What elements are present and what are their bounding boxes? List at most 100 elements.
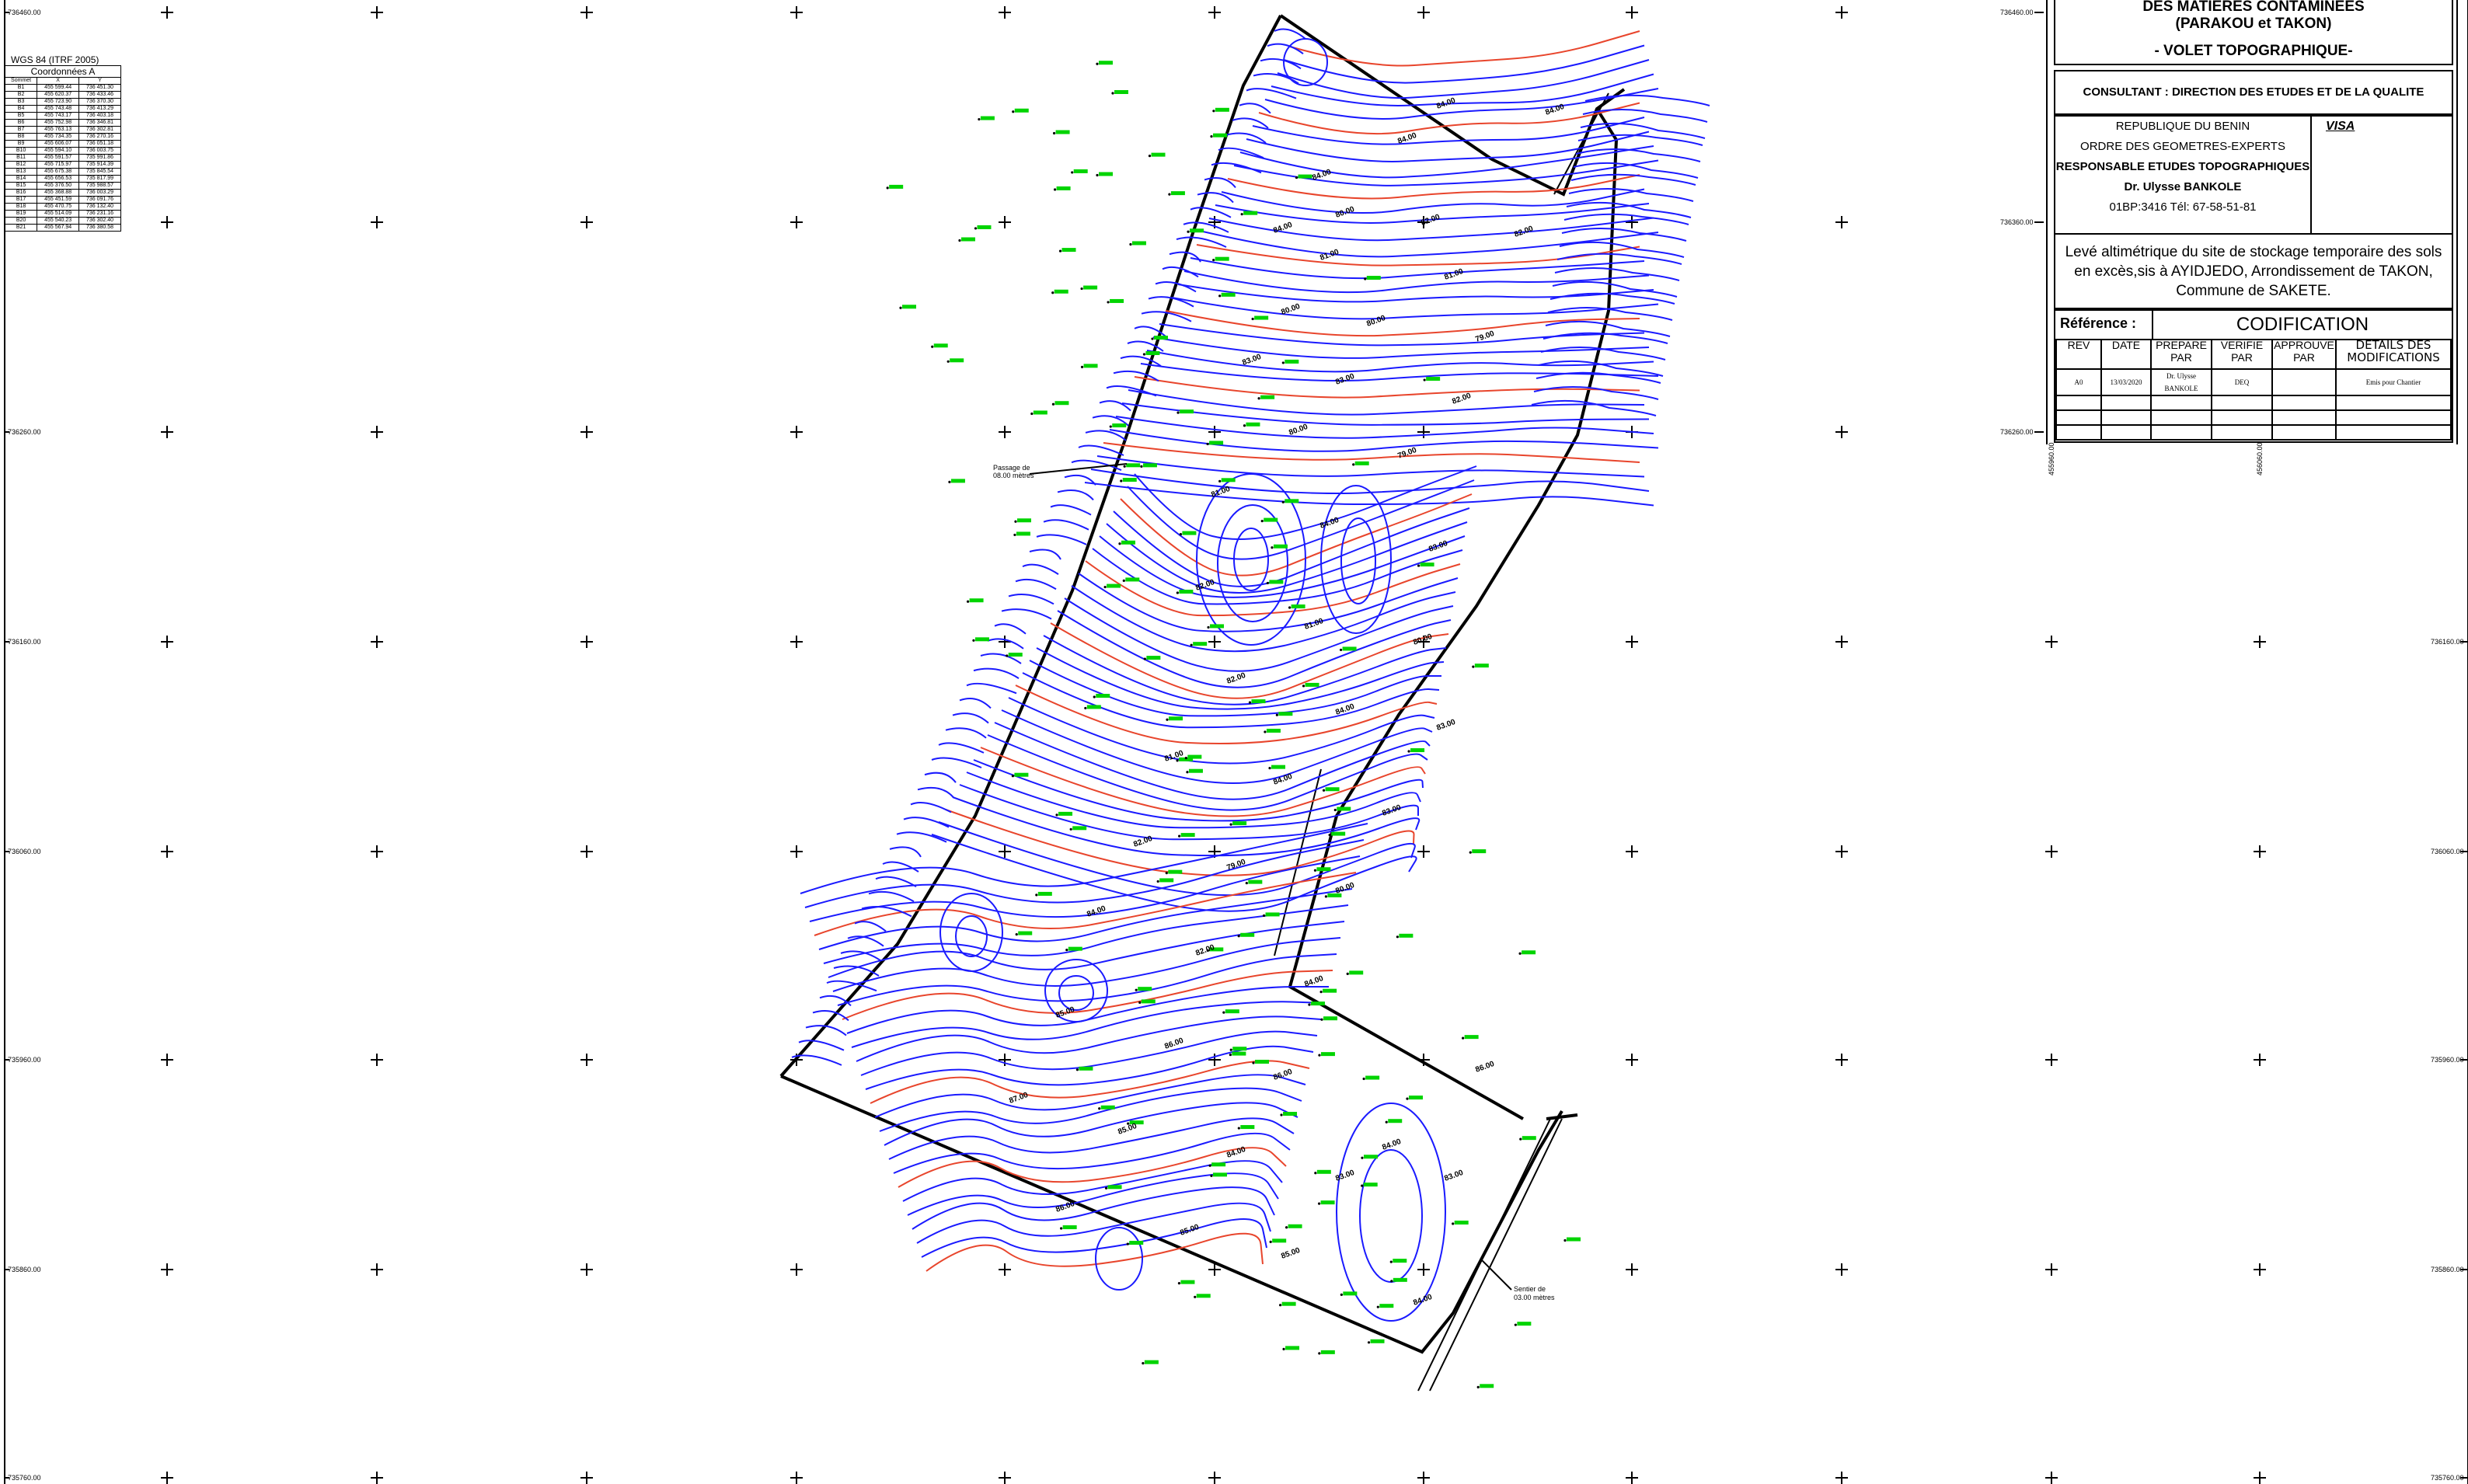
contour-line [1258, 102, 1640, 135]
survey-point [1184, 754, 1202, 760]
grid-cross [999, 636, 1011, 648]
left-tick-label: 735860.00 [8, 1266, 41, 1273]
grid-cross [1626, 1472, 1638, 1484]
grid-cross [2254, 1263, 2266, 1276]
coordinate-cell: 455 675.38 [37, 168, 80, 176]
coordinate-cell: B18 [4, 203, 38, 211]
contour-line [1120, 493, 1473, 577]
contour-line [952, 796, 1420, 857]
coordinate-cell: 455 620.37 [37, 91, 80, 99]
contour-line [1271, 73, 1654, 106]
contour-line [879, 1087, 1302, 1132]
coordinate-cell: 455 470.75 [37, 203, 80, 211]
survey-point [1140, 463, 1157, 468]
coordinate-cell: B3 [4, 98, 38, 106]
contour-set [791, 28, 1710, 1272]
coordinate-cell: B1 [4, 84, 38, 92]
coordinate-cell: B21 [4, 224, 38, 232]
contour-line [1542, 332, 1668, 344]
coordinate-cell: B9 [4, 140, 38, 148]
contour-line [1106, 385, 1157, 397]
survey-point [1264, 728, 1281, 733]
coordinate-row: B14 455 656.53 735 817.99 [4, 175, 121, 183]
contour-line [1561, 228, 1687, 242]
coordinate-cell: B20 [4, 217, 38, 225]
grid-cross [999, 216, 1011, 228]
grid-cross [371, 1054, 383, 1066]
survey-point [1120, 478, 1137, 482]
contour-line [973, 667, 1020, 679]
contour-line [987, 638, 1024, 650]
contour-line [1146, 350, 1654, 373]
survey-point [1143, 656, 1161, 660]
contour-line [819, 995, 852, 1006]
contour-line [851, 1001, 1326, 1048]
contour-line [889, 846, 922, 858]
contour-line [959, 698, 992, 709]
passage-label-2: 08.00 mètres [993, 472, 1034, 479]
coordinate-row: B7 455 763.13 736 302.81 [4, 126, 121, 134]
survey-point [1035, 891, 1052, 897]
survey-point [1051, 401, 1069, 406]
right-tick-label: 736060.00 [2431, 848, 2464, 855]
contour-line [1277, 59, 1650, 99]
survey-point [1138, 999, 1156, 1004]
grid-cross [790, 6, 803, 19]
survey-point [1462, 1035, 1479, 1040]
contour-line [1050, 622, 1449, 699]
contour-line [1064, 474, 1096, 486]
contour-line [791, 1054, 842, 1066]
survey-point [1194, 1294, 1211, 1298]
survey-point [946, 358, 964, 363]
contour-line [1043, 519, 1089, 531]
coordinate-cell: B11 [4, 154, 38, 162]
grid-cross [2254, 636, 2266, 648]
survey-point [1011, 772, 1029, 778]
grid-cross [1835, 216, 1848, 228]
survey-point [1178, 833, 1195, 838]
grid-cross [1208, 1054, 1221, 1066]
survey-point [1362, 1075, 1380, 1081]
contour-line [931, 757, 982, 768]
rev-header: APPROUVE PAR [2271, 339, 2337, 370]
grid-cross [371, 1263, 383, 1276]
responsible-label: RESPONSABLE ETUDES TOPOGRAPHIQUES [2055, 160, 2310, 173]
coordinate-cell: 736 132.40 [78, 203, 121, 211]
survey-point [1218, 292, 1236, 298]
contour-line [1239, 145, 1654, 179]
easting-tick-label: 455960.00 [2048, 442, 2055, 476]
survey-point [1166, 716, 1183, 721]
grid-cross [371, 636, 383, 648]
coordinate-cell: 455 599.44 [37, 84, 80, 92]
coordinate-row: B9 455 606.07 736 051.18 [4, 140, 121, 148]
coordinate-cell: B10 [4, 147, 38, 155]
contour-line [1152, 336, 1650, 359]
survey-point [1281, 359, 1299, 364]
left-tick-label: 735760.00 [8, 1474, 41, 1482]
survey-point [1210, 1172, 1227, 1177]
grid-cross [790, 216, 803, 228]
grid-cross [580, 6, 593, 19]
survey-point [1333, 806, 1351, 812]
grid-cross [161, 1054, 173, 1066]
survey-point [972, 637, 989, 642]
coordinate-cell: 736 270.16 [78, 133, 121, 141]
contour-line [1536, 371, 1661, 384]
contour-line [1115, 416, 1654, 439]
contour-line [1121, 402, 1650, 426]
coordinate-cell: 455 594.10 [37, 147, 80, 155]
coordinate-cell: 455 376.50 [37, 182, 80, 190]
passage-callout: Passage de 08.00 mètres [993, 463, 1128, 479]
survey-point [1229, 1051, 1246, 1057]
survey-point [1352, 461, 1369, 466]
contour-line [1162, 266, 1199, 278]
grid-cross [580, 1263, 593, 1276]
coordinate-cell: 735 991.86 [78, 154, 121, 162]
contour-line [1078, 573, 1459, 632]
survey-point [1262, 912, 1280, 918]
coordinate-cell: 736 051.18 [78, 140, 121, 148]
contour-line [798, 1040, 845, 1051]
contour-line [1573, 162, 1699, 179]
contour-line [1029, 660, 1441, 717]
survey-point [1469, 849, 1487, 854]
